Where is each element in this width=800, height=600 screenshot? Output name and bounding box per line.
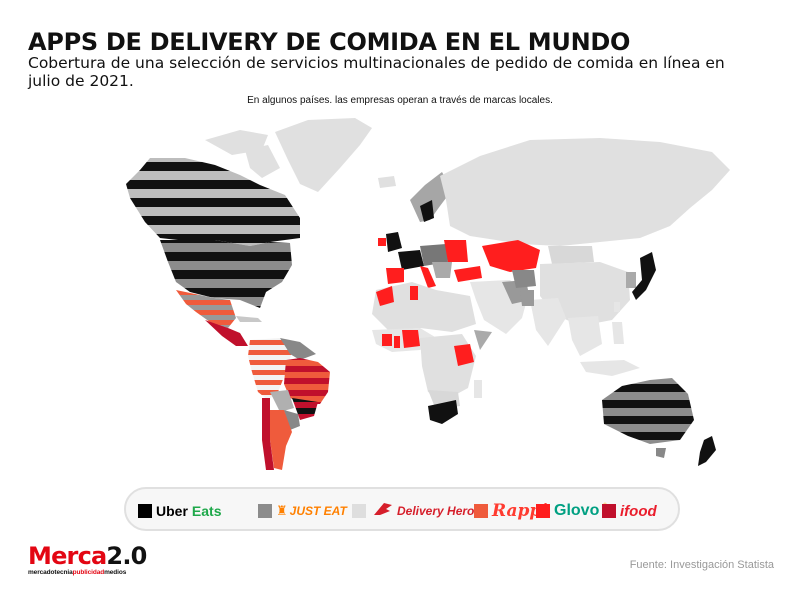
legend-item-rappi: Rappi xyxy=(474,501,548,521)
region-se-asia xyxy=(568,316,602,356)
square-swatch-icon xyxy=(474,504,488,518)
region-ukraine xyxy=(444,240,468,262)
chart-subtitle: Cobertura de una selección de servicios … xyxy=(28,54,725,90)
square-swatch-icon xyxy=(352,504,366,518)
region-south-africa xyxy=(428,400,458,424)
region-italy xyxy=(420,266,436,288)
legend-item-glovo: Glovo ♁ xyxy=(536,498,609,521)
legend-label-delivery-hero: Delivery Hero xyxy=(397,504,475,518)
merca20-logo: Merca2.0 mercadotecniapublicidadmedios xyxy=(28,543,147,576)
region-balkans xyxy=(432,262,452,278)
source-note: Fuente: Investigación Statista xyxy=(629,559,774,571)
region-australia xyxy=(602,378,694,444)
region-indonesia xyxy=(580,360,640,376)
legend-label-rappi: Rappi xyxy=(492,501,548,521)
region-east-africa xyxy=(474,330,492,350)
region-japan xyxy=(632,252,656,300)
region-usa xyxy=(160,240,292,308)
region-baffin xyxy=(245,145,280,178)
logo-word-version: 2.0 xyxy=(106,542,147,570)
logo-tag-3: medios xyxy=(104,569,127,576)
square-swatch-icon xyxy=(602,504,616,518)
region-tasmania xyxy=(656,448,666,458)
region-canada xyxy=(126,158,300,246)
region-ivory-coast xyxy=(382,334,392,346)
legend-item-uber-eats: Uber Eats xyxy=(138,501,221,521)
legend: Uber Eats ♜ JUST EAT Delivery Hero Rappi… xyxy=(124,487,680,531)
legend-item-delivery-hero: Delivery Hero xyxy=(352,501,474,521)
legend-label-just-eat: JUST EAT xyxy=(289,504,347,518)
logo-word-merca: Merca xyxy=(28,542,107,570)
square-swatch-icon xyxy=(258,504,272,518)
region-ghana xyxy=(394,336,400,348)
region-korea xyxy=(626,272,636,288)
region-new-zealand xyxy=(698,436,716,466)
logo-main-text: Merca2.0 xyxy=(28,543,147,569)
region-morocco xyxy=(376,286,394,306)
square-swatch-icon xyxy=(536,504,550,518)
region-andes xyxy=(248,338,292,400)
region-chile xyxy=(262,398,274,470)
region-sweden xyxy=(420,200,434,222)
legend-label-eats: Eats xyxy=(191,503,222,519)
region-tunisia xyxy=(410,286,418,300)
region-paraguay-uruguay xyxy=(284,410,300,430)
region-brazil xyxy=(284,358,330,404)
region-pakistan xyxy=(520,290,534,306)
logo-tag-1: mercadotecnia xyxy=(28,569,73,576)
region-nigeria xyxy=(402,330,420,348)
region-iceland xyxy=(378,176,396,188)
legend-label-uber: Uber xyxy=(156,503,188,519)
world-coverage-map xyxy=(126,118,730,470)
region-central-asia xyxy=(512,270,536,288)
logo-tag-2: publicidad xyxy=(72,569,105,576)
region-madagascar xyxy=(474,380,482,398)
region-north-africa xyxy=(372,282,476,332)
region-ireland xyxy=(378,238,386,246)
region-turkey xyxy=(454,266,482,282)
region-argentina xyxy=(270,410,292,470)
region-uk xyxy=(386,232,402,252)
just-eat-hat-icon: ♜ xyxy=(276,503,288,518)
region-central-america xyxy=(205,320,248,346)
square-swatch-icon xyxy=(138,504,152,518)
region-central-europe xyxy=(420,244,448,266)
logo-tagline: mercadotecniapublicidadmedios xyxy=(28,569,147,576)
region-india xyxy=(530,298,566,346)
chart-title: APPS DE DELIVERY DE COMIDA EN EL MUNDO xyxy=(28,28,631,56)
legend-item-just-eat: ♜ JUST EAT xyxy=(258,501,347,521)
region-caribbean xyxy=(236,316,262,322)
legend-label-ifood: ifood xyxy=(620,502,657,520)
region-bolivia xyxy=(270,390,294,412)
region-kenya xyxy=(454,344,474,366)
region-greenland xyxy=(275,118,372,192)
region-mongolia xyxy=(548,246,594,264)
region-russia xyxy=(440,138,730,246)
region-kazakhstan xyxy=(482,240,540,272)
legend-label-glovo: Glovo xyxy=(554,502,600,519)
chart-note: En algunos países. las empresas operan a… xyxy=(247,95,553,106)
region-philippines xyxy=(612,322,624,344)
region-france-benelux xyxy=(398,250,424,270)
region-scandinavia xyxy=(410,172,452,222)
region-brazil-south xyxy=(292,398,318,420)
region-iberia xyxy=(386,268,404,284)
region-mexico xyxy=(176,290,236,328)
region-guianas xyxy=(280,338,316,360)
region-taiwan xyxy=(614,302,620,312)
delivery-hero-icon xyxy=(372,501,394,522)
legend-item-ifood: ifood xyxy=(602,501,657,521)
